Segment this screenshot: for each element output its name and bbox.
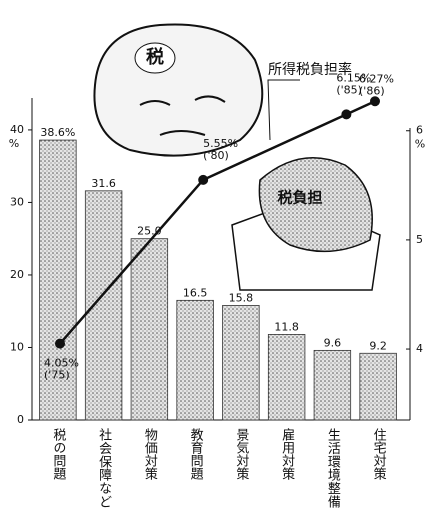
value-label: 16.5 (183, 286, 208, 299)
bar (176, 299, 214, 421)
point-label: 5.55% (203, 137, 238, 150)
bar (267, 334, 306, 421)
point (55, 338, 65, 349)
y-tick-label: 0 (17, 413, 24, 426)
point-year: ('75) (44, 369, 70, 382)
point (341, 109, 352, 120)
point-year: ('80) (203, 149, 229, 162)
value-label: 31.6 (91, 177, 116, 190)
value-label: 38.6% (40, 126, 75, 139)
y2-tick-label: 5 (416, 233, 423, 246)
line (59, 100, 376, 345)
house-illustration: 税負担 (231, 157, 381, 291)
x-tick-label: 住宅対策 (371, 428, 387, 480)
x-tick-label: 雇用対策 (279, 427, 295, 480)
bar (222, 305, 260, 421)
y-tick-label: 10 (10, 340, 24, 353)
y-tick-label: 40 (10, 123, 24, 136)
y-unit: % (9, 137, 19, 150)
bar (313, 349, 352, 421)
y2-tick-label: 6 (416, 124, 423, 137)
value-label: 11.8 (274, 320, 299, 333)
bar (84, 190, 123, 421)
point (370, 96, 380, 107)
value-label: 9.6 (324, 336, 342, 349)
series-leader (267, 79, 300, 141)
rock-label: 税 (146, 46, 164, 68)
rock-illustration: 税 (93, 23, 264, 157)
point (198, 174, 209, 185)
x-tick-label: 物価対策 (142, 428, 158, 480)
bar (130, 238, 169, 421)
value-label: 15.8 (229, 291, 254, 304)
y-tick-label: 20 (10, 268, 24, 281)
x-tick-label: 社会保障など (96, 427, 112, 508)
point-year: ('85) (336, 83, 362, 96)
x-tick-label: 生活環境整備 (325, 428, 341, 508)
house-label: 税負担 (277, 189, 322, 207)
y2-unit: % (415, 138, 425, 151)
value-label: 9.2 (369, 339, 387, 352)
x-tick-label: 税の問題 (50, 428, 66, 481)
point-label: 6.15% (336, 71, 371, 84)
point-year: ('86) (359, 84, 385, 97)
y-tick-label: 30 (10, 195, 24, 208)
bar (359, 352, 397, 421)
bar (39, 139, 77, 421)
series-label: 所得税負担率 (268, 61, 352, 78)
x-tick-label: 景気対策 (233, 428, 249, 480)
x-tick-label: 教育問題 (188, 427, 204, 481)
point-label: 4.05% (44, 357, 79, 370)
y2-tick-label: 4 (416, 342, 423, 355)
point-label: 6.27% (359, 72, 394, 85)
